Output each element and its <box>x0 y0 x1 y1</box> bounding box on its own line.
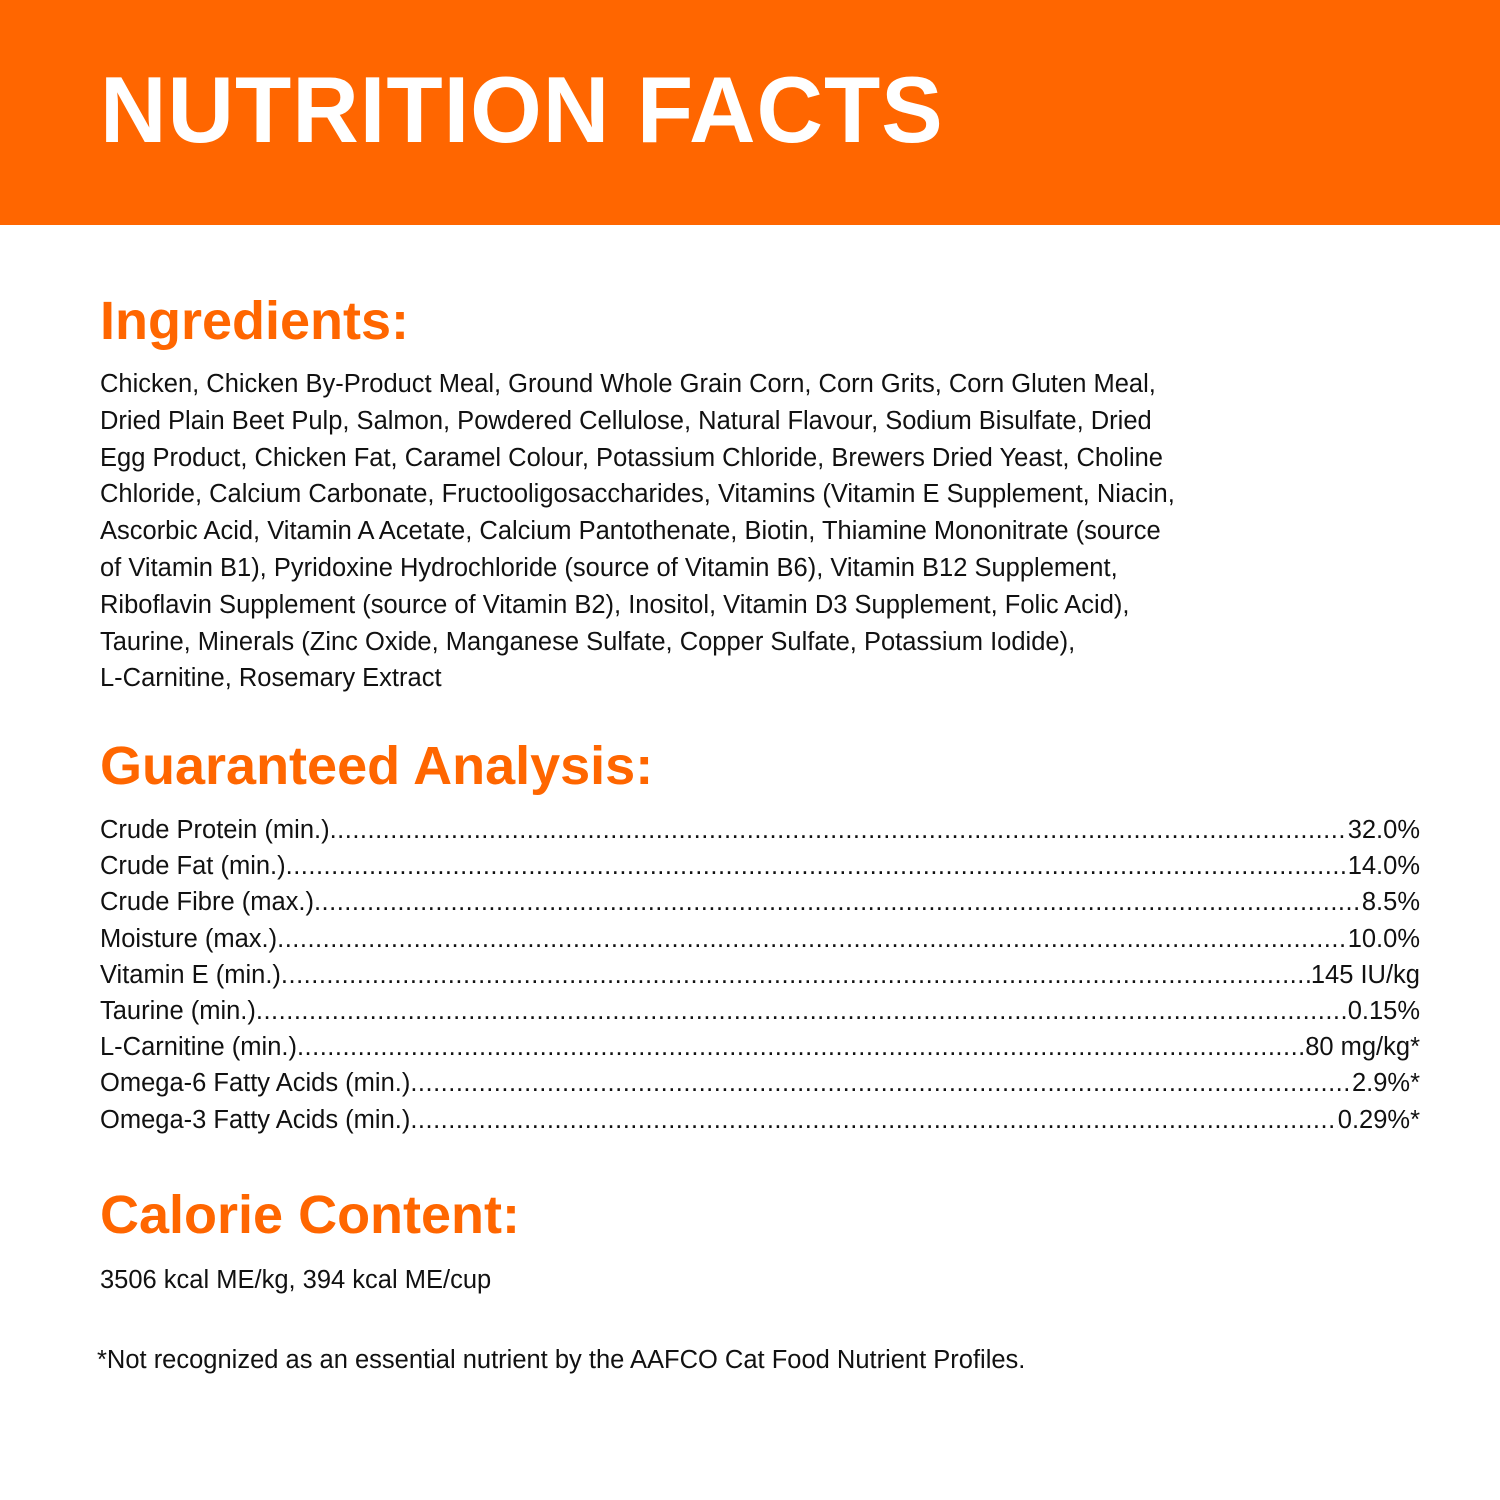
guaranteed-analysis-heading: Guaranteed Analysis: <box>100 736 654 796</box>
analysis-row-crude-protein: Crude Protein (min.) 32.0% <box>100 812 1420 848</box>
ingredients-line: Riboflavin Supplement (source of Vitamin… <box>100 590 1130 619</box>
analysis-value: 0.15% <box>1347 996 1420 1025</box>
analysis-row-omega-6: Omega-6 Fatty Acids (min.) 2.9%* <box>100 1065 1420 1101</box>
dot-leader <box>281 957 1311 993</box>
analysis-row-moisture: Moisture (max.) 10.0% <box>100 921 1420 957</box>
analysis-value: 32.0% <box>1347 816 1420 844</box>
analysis-row-vitamin-e: Vitamin E (min.) 145 IU/kg <box>100 957 1420 993</box>
analysis-value: 10.0% <box>1347 924 1420 953</box>
calorie-content-heading: Calorie Content: <box>100 1185 521 1245</box>
analysis-label: Crude Fibre (max.) <box>100 888 314 917</box>
analysis-row-taurine: Taurine (min.) 0.15% <box>100 993 1420 1029</box>
analysis-label: Omega-6 Fatty Acids (min.) <box>100 1069 411 1098</box>
ingredients-line: Chloride, Calcium Carbonate, Fructooligo… <box>100 480 1175 509</box>
analysis-value: 14.0% <box>1347 852 1420 881</box>
dot-leader <box>277 921 1348 957</box>
ingredients-line: L-Carnitine, Rosemary Extract <box>100 664 442 693</box>
analysis-label: Crude Protein (min.) <box>100 816 330 844</box>
analysis-row-omega-3: Omega-3 Fatty Acids (min.) 0.29%* <box>100 1102 1420 1138</box>
dot-leader <box>256 993 1348 1029</box>
dot-leader <box>286 848 1348 884</box>
analysis-value: 145 IU/kg <box>1310 960 1420 989</box>
analysis-row-crude-fat: Crude Fat (min.) 14.0% <box>100 848 1420 884</box>
ingredients-line: Ascorbic Acid, Vitamin A Acetate, Calciu… <box>100 517 1161 546</box>
analysis-row-crude-fibre: Crude Fibre (max.) 8.5% <box>100 884 1420 920</box>
dot-leader <box>410 1102 1337 1138</box>
analysis-label: Moisture (max.) <box>100 924 278 953</box>
calorie-content-value: 3506 kcal ME/kg, 394 kcal ME/cup <box>100 1266 492 1294</box>
analysis-value: 2.9%* <box>1351 1069 1420 1098</box>
ingredients-line: Chicken, Chicken By-Product Meal, Ground… <box>100 370 1156 398</box>
analysis-label: Taurine (min.) <box>100 996 256 1025</box>
ingredients-line: Egg Product, Chicken Fat, Caramel Colour… <box>100 443 1163 472</box>
header-banner: NUTRITION FACTS <box>0 0 1500 225</box>
ingredients-line: of Vitamin B1), Pyridoxine Hydrochloride… <box>100 553 1118 582</box>
page-title: NUTRITION FACTS <box>100 57 944 162</box>
ingredients-line: Taurine, Minerals (Zinc Oxide, Manganese… <box>100 627 1076 656</box>
analysis-label: Omega-3 Fatty Acids (min.) <box>100 1105 411 1134</box>
analysis-value: 8.5% <box>1361 888 1420 917</box>
analysis-value: 80 mg/kg* <box>1305 1033 1420 1062</box>
aafco-footnote: *Not recognized as an essential nutrient… <box>97 1346 1026 1374</box>
analysis-label: L-Carnitine (min.) <box>100 1033 297 1062</box>
dot-leader <box>410 1065 1352 1101</box>
dot-leader <box>314 884 1362 920</box>
analysis-label: Vitamin E (min.) <box>100 960 281 989</box>
guaranteed-analysis-table: Crude Protein (min.) 32.0% Crude Fat (mi… <box>100 812 1420 1138</box>
dot-leader <box>297 1029 1305 1065</box>
analysis-label: Crude Fat (min.) <box>100 852 286 881</box>
ingredients-heading: Ingredients: <box>100 291 410 351</box>
analysis-value: 0.29%* <box>1337 1105 1420 1134</box>
analysis-row-l-carnitine: L-Carnitine (min.) 80 mg/kg* <box>100 1029 1420 1065</box>
dot-leader <box>330 812 1348 848</box>
ingredients-line: Dried Plain Beet Pulp, Salmon, Powdered … <box>100 406 1152 435</box>
ingredients-list: Chicken, Chicken By-Product Meal, Ground… <box>100 366 1400 697</box>
